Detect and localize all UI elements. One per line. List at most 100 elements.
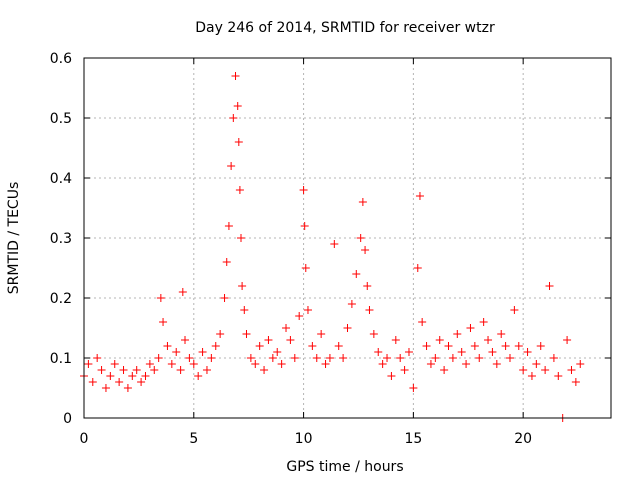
data-point: [576, 360, 585, 368]
data-point: [88, 378, 97, 386]
data-point: [115, 378, 124, 386]
x-axis-label: GPS time / hours: [286, 459, 403, 475]
data-point: [352, 270, 361, 278]
data-point: [339, 354, 348, 362]
data-point: [198, 348, 207, 356]
data-point: [484, 336, 493, 344]
data-point: [514, 342, 523, 350]
data-point: [440, 366, 449, 374]
data-point: [242, 330, 251, 338]
data-point: [501, 342, 510, 350]
data-point: [571, 378, 580, 386]
x-tick-label: 10: [295, 431, 313, 447]
data-point: [488, 348, 497, 356]
data-point: [145, 360, 154, 368]
plot-frame: [83, 57, 612, 419]
data-point: [290, 354, 299, 362]
data-point: [536, 342, 545, 350]
data-point: [189, 360, 198, 368]
data-point: [282, 324, 291, 332]
data-point: [172, 348, 181, 356]
data-point: [238, 282, 247, 290]
data-point: [84, 360, 93, 368]
data-point: [194, 372, 203, 380]
y-tick-label: 0.3: [50, 231, 72, 247]
data-point: [519, 366, 528, 374]
x-tick-label: 5: [189, 431, 198, 447]
data-point: [150, 366, 159, 374]
data-point: [163, 342, 172, 350]
data-point: [404, 348, 413, 356]
y-tick-label: 0.1: [50, 351, 72, 367]
data-point: [216, 330, 225, 338]
x-tick-label: 0: [80, 431, 89, 447]
data-point: [224, 222, 233, 230]
data-point: [413, 264, 422, 272]
data-point: [233, 102, 242, 110]
data-point: [178, 288, 187, 296]
data-point: [159, 318, 168, 326]
data-point: [497, 330, 506, 338]
data-point: [431, 354, 440, 362]
data-point: [277, 360, 286, 368]
data-point: [396, 354, 405, 362]
data-point: [369, 330, 378, 338]
data-point: [549, 354, 558, 362]
data-point: [361, 246, 370, 254]
data-point: [378, 360, 387, 368]
axis-ticks: 0 0.1 0.2 0.3 0.4 0.5 0.6 0 5 10 15 20: [50, 51, 611, 447]
data-point: [462, 360, 471, 368]
data-point: [312, 354, 321, 362]
data-point: [273, 348, 282, 356]
data-point: [286, 336, 295, 344]
data-point: [264, 336, 273, 344]
data-point: [156, 294, 165, 302]
y-tick-label: 0: [63, 411, 72, 427]
y-tick-label: 0.5: [50, 111, 72, 127]
data-point: [567, 366, 576, 374]
data-point: [400, 366, 409, 374]
data-point: [260, 366, 269, 374]
data-point: [106, 372, 115, 380]
data-point: [110, 360, 119, 368]
data-point: [154, 354, 163, 362]
data-point: [167, 360, 176, 368]
data-point: [343, 324, 352, 332]
data-point: [137, 378, 146, 386]
data-point: [321, 360, 330, 368]
data-point: [383, 354, 392, 362]
data-point: [176, 366, 185, 374]
data-point: [268, 354, 277, 362]
data-point: [475, 354, 484, 362]
data-point: [303, 306, 312, 314]
data-point: [356, 234, 365, 242]
data-point: [222, 258, 231, 266]
data-point: [207, 354, 216, 362]
data-point: [229, 114, 238, 122]
data-point: [479, 318, 488, 326]
y-tick-label: 0.4: [50, 171, 72, 187]
data-point: [510, 306, 519, 314]
data-point: [545, 282, 554, 290]
grid-lines: [84, 58, 611, 418]
data-point: [448, 354, 457, 362]
data-point: [470, 342, 479, 350]
data-point: [227, 162, 236, 170]
y-axis-label: SRMTID / TECUs: [6, 182, 22, 295]
data-point: [415, 192, 424, 200]
data-point: [363, 282, 372, 290]
data-point: [426, 360, 435, 368]
data-point: [317, 330, 326, 338]
data-point: [132, 366, 141, 374]
data-point: [330, 240, 339, 248]
data-point: [251, 360, 260, 368]
data-point: [325, 354, 334, 362]
data-point: [240, 306, 249, 314]
data-point: [93, 354, 102, 362]
y-tick-label: 0.2: [50, 291, 72, 307]
data-point: [409, 384, 418, 392]
data-point: [202, 366, 211, 374]
data-point: [295, 312, 304, 320]
